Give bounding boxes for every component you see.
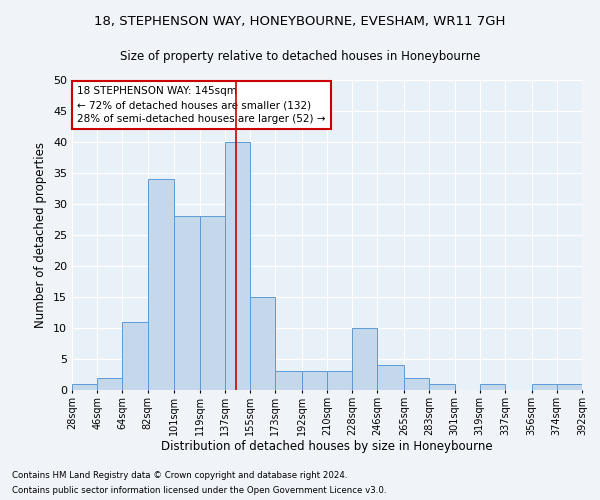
Bar <box>97 378 122 390</box>
Bar <box>302 372 327 390</box>
Bar <box>225 142 250 390</box>
Bar <box>275 372 302 390</box>
Text: Contains public sector information licensed under the Open Government Licence v3: Contains public sector information licen… <box>12 486 386 495</box>
Bar <box>429 384 455 390</box>
Bar <box>148 179 174 390</box>
Bar <box>72 384 97 390</box>
Bar <box>377 365 404 390</box>
Text: Size of property relative to detached houses in Honeybourne: Size of property relative to detached ho… <box>120 50 480 63</box>
Bar <box>122 322 148 390</box>
Bar <box>480 384 505 390</box>
Text: Contains HM Land Registry data © Crown copyright and database right 2024.: Contains HM Land Registry data © Crown c… <box>12 471 347 480</box>
Bar <box>327 372 352 390</box>
Bar <box>352 328 377 390</box>
Bar <box>200 216 225 390</box>
X-axis label: Distribution of detached houses by size in Honeybourne: Distribution of detached houses by size … <box>161 440 493 454</box>
Text: 18 STEPHENSON WAY: 145sqm
← 72% of detached houses are smaller (132)
28% of semi: 18 STEPHENSON WAY: 145sqm ← 72% of detac… <box>77 86 326 124</box>
Bar <box>174 216 200 390</box>
Bar <box>557 384 582 390</box>
Bar <box>250 297 275 390</box>
Bar <box>404 378 429 390</box>
Y-axis label: Number of detached properties: Number of detached properties <box>34 142 47 328</box>
Text: 18, STEPHENSON WAY, HONEYBOURNE, EVESHAM, WR11 7GH: 18, STEPHENSON WAY, HONEYBOURNE, EVESHAM… <box>94 15 506 28</box>
Bar <box>532 384 557 390</box>
